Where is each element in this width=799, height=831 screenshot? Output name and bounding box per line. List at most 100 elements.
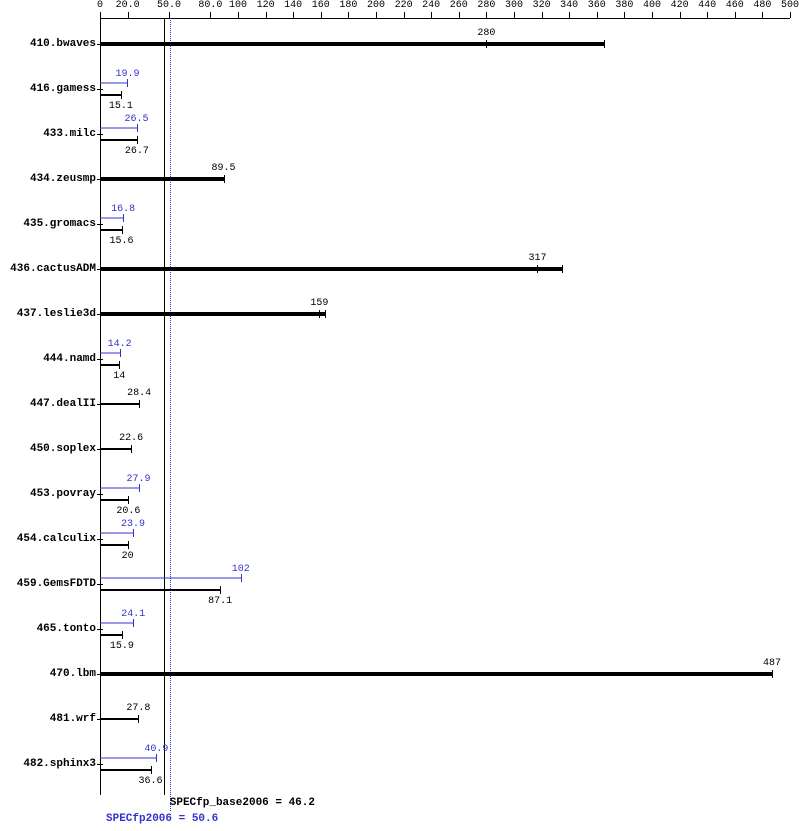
- base-whisker: [151, 766, 152, 774]
- base-value-label: 27.8: [126, 703, 150, 714]
- peak-value-label: 14.2: [108, 339, 132, 350]
- base-value-label: 89.5: [211, 163, 235, 174]
- base-bar: [100, 229, 122, 231]
- base-whisker: [772, 670, 773, 678]
- axis-tick-label: 20.0: [116, 0, 140, 11]
- row-tick: [97, 224, 103, 225]
- peak-whisker: [133, 619, 134, 627]
- peak-bar: [100, 758, 156, 759]
- axis-tick-label: 460: [726, 0, 744, 11]
- peak-whisker: [156, 754, 157, 762]
- row-tick: [97, 629, 103, 630]
- base-value-label: 26.7: [125, 146, 149, 157]
- peak-value-label: 27.9: [126, 474, 150, 485]
- base-whisker: [319, 310, 320, 318]
- peak-whisker: [137, 124, 138, 132]
- axis-tick-label: 320: [533, 0, 551, 11]
- axis-tick-label: 200: [367, 0, 385, 11]
- base-whisker: [486, 40, 487, 48]
- row-tick: [97, 359, 103, 360]
- base-bar: [100, 312, 325, 316]
- base-whisker: [119, 361, 120, 369]
- axis-tick: [376, 12, 377, 18]
- base-bar: [100, 769, 151, 771]
- base-value-label: 20: [122, 551, 134, 562]
- peak-value-label: 19.9: [115, 69, 139, 80]
- axis-tick: [652, 12, 653, 18]
- benchmark-label: 435.gromacs: [23, 218, 96, 230]
- peak-whisker: [241, 574, 242, 582]
- peak-bar: [100, 353, 120, 354]
- axis-tick-label: 500: [781, 0, 799, 11]
- axis-tick-label: 380: [615, 0, 633, 11]
- base-bar: [100, 544, 128, 546]
- axis-tick: [210, 12, 211, 18]
- peak-whisker: [127, 79, 128, 87]
- peak-value-label: 102: [232, 564, 250, 575]
- spec-chart: 020.050.080.0100120140160180200220240260…: [0, 0, 799, 831]
- x-axis: [100, 18, 790, 19]
- axis-tick-label: 440: [698, 0, 716, 11]
- base-bar: [100, 589, 220, 591]
- benchmark-label: 436.cactusADM: [10, 263, 96, 275]
- benchmark-label: 459.GemsFDTD: [17, 578, 96, 590]
- base-whisker: [122, 631, 123, 639]
- base-whisker-end: [604, 40, 605, 48]
- base-whisker: [220, 586, 221, 594]
- peak-bar: [100, 623, 133, 624]
- row-tick: [97, 539, 103, 540]
- benchmark-label: 410.bwaves: [30, 38, 96, 50]
- base-value-label: 15.9: [110, 641, 134, 652]
- axis-tick: [514, 12, 515, 18]
- base-value-label: 280: [477, 28, 495, 39]
- base-bar: [100, 42, 604, 46]
- peak-value-label: 16.8: [111, 204, 135, 215]
- base-value-label: 20.6: [116, 506, 140, 517]
- axis-tick-label: 180: [339, 0, 357, 11]
- benchmark-label: 447.dealII: [30, 398, 96, 410]
- base-bar: [100, 718, 138, 720]
- axis-tick: [569, 12, 570, 18]
- base-value-label: 22.6: [119, 433, 143, 444]
- base-bar: [100, 364, 119, 366]
- axis-tick-label: 400: [643, 0, 661, 11]
- axis-tick: [459, 12, 460, 18]
- base-whisker: [537, 265, 538, 273]
- axis-tick: [431, 12, 432, 18]
- base-value-label: 15.1: [109, 101, 133, 112]
- axis-tick: [321, 12, 322, 18]
- benchmark-label: 433.milc: [43, 128, 96, 140]
- axis-tick: [238, 12, 239, 18]
- axis-tick: [707, 12, 708, 18]
- peak-bar: [100, 218, 123, 219]
- base-bar: [100, 634, 122, 636]
- base-bar: [100, 403, 139, 405]
- base-whisker: [138, 715, 139, 723]
- axis-tick: [680, 12, 681, 18]
- benchmark-label: 416.gamess: [30, 83, 96, 95]
- peak-whisker: [123, 214, 124, 222]
- axis-tick: [762, 12, 763, 18]
- base-bar: [100, 672, 772, 676]
- base-whisker-end: [325, 310, 326, 318]
- base-whisker-end: [562, 265, 563, 273]
- benchmark-label: 450.soplex: [30, 443, 96, 455]
- peak-value-label: 40.9: [144, 744, 168, 755]
- base-whisker: [128, 541, 129, 549]
- base-whisker: [121, 91, 122, 99]
- base-value-label: 28.4: [127, 388, 151, 399]
- axis-tick: [790, 12, 791, 18]
- base-bar: [100, 448, 131, 450]
- benchmark-label: 444.namd: [43, 353, 96, 365]
- axis-tick: [624, 12, 625, 18]
- axis-tick-label: 280: [477, 0, 495, 11]
- axis-tick-label: 340: [560, 0, 578, 11]
- axis-tick-label: 300: [505, 0, 523, 11]
- peak-whisker: [133, 529, 134, 537]
- axis-tick-label: 360: [588, 0, 606, 11]
- axis-tick-label: 0: [97, 0, 103, 11]
- base-bar: [100, 499, 128, 501]
- base-whisker: [137, 136, 138, 144]
- axis-tick: [128, 12, 129, 18]
- axis-tick-label: 420: [671, 0, 689, 11]
